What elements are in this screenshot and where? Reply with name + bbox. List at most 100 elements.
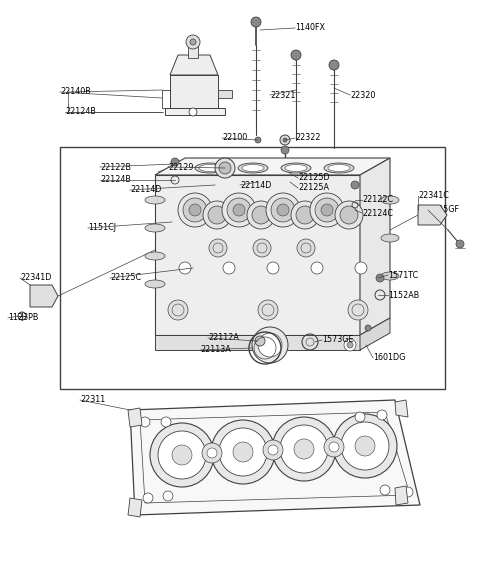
Text: 22125D: 22125D: [298, 174, 330, 183]
Circle shape: [297, 239, 315, 257]
Polygon shape: [395, 400, 408, 417]
Circle shape: [271, 198, 295, 222]
Circle shape: [376, 274, 384, 282]
Circle shape: [341, 422, 389, 470]
Text: 22114D: 22114D: [240, 180, 271, 189]
Circle shape: [340, 206, 358, 224]
Ellipse shape: [281, 163, 311, 173]
Circle shape: [335, 201, 363, 229]
Circle shape: [190, 39, 196, 45]
Circle shape: [168, 300, 188, 320]
Ellipse shape: [145, 280, 165, 288]
Circle shape: [291, 201, 319, 229]
Circle shape: [33, 291, 43, 301]
Text: 22124B: 22124B: [65, 107, 96, 116]
Polygon shape: [155, 335, 360, 350]
Circle shape: [355, 262, 367, 274]
Circle shape: [266, 193, 300, 227]
Circle shape: [140, 417, 150, 427]
Circle shape: [163, 491, 173, 501]
Text: 22122B: 22122B: [100, 162, 131, 171]
Text: 22100: 22100: [222, 134, 247, 143]
Circle shape: [183, 198, 207, 222]
Text: 22114D: 22114D: [130, 185, 161, 194]
Circle shape: [351, 181, 359, 189]
Circle shape: [281, 146, 289, 154]
Circle shape: [202, 443, 222, 463]
Circle shape: [186, 35, 200, 49]
Circle shape: [421, 210, 431, 220]
Polygon shape: [170, 55, 218, 75]
Polygon shape: [395, 486, 408, 505]
Text: 22129: 22129: [168, 162, 193, 171]
Circle shape: [267, 262, 279, 274]
Circle shape: [277, 204, 289, 216]
Text: 1123PB: 1123PB: [8, 314, 38, 323]
Text: 22124B: 22124B: [100, 175, 131, 184]
Text: 22140B: 22140B: [60, 88, 91, 97]
Circle shape: [403, 487, 413, 497]
Text: 1151CJ: 1151CJ: [88, 224, 116, 233]
Circle shape: [219, 162, 231, 174]
Circle shape: [255, 336, 265, 346]
Text: 22113A: 22113A: [200, 346, 231, 355]
Polygon shape: [218, 90, 232, 98]
Circle shape: [268, 445, 278, 455]
Circle shape: [324, 437, 344, 457]
Polygon shape: [130, 400, 420, 515]
Circle shape: [227, 198, 251, 222]
Polygon shape: [188, 42, 198, 58]
Ellipse shape: [204, 176, 226, 188]
Polygon shape: [128, 498, 142, 517]
Circle shape: [344, 339, 356, 351]
Text: 22124C: 22124C: [362, 209, 393, 217]
Circle shape: [219, 428, 267, 476]
Ellipse shape: [381, 272, 399, 280]
Circle shape: [291, 50, 301, 60]
Text: 1571TC: 1571TC: [388, 270, 418, 279]
Text: 22112A: 22112A: [208, 333, 239, 342]
Polygon shape: [170, 75, 218, 108]
Circle shape: [253, 239, 271, 257]
Text: 1573GE: 1573GE: [322, 336, 353, 345]
Circle shape: [263, 440, 283, 460]
Circle shape: [456, 240, 464, 248]
Circle shape: [377, 410, 387, 420]
Ellipse shape: [145, 252, 165, 260]
Polygon shape: [418, 205, 447, 225]
Circle shape: [161, 417, 171, 427]
Circle shape: [158, 431, 206, 479]
Text: 22322: 22322: [295, 134, 321, 143]
Circle shape: [329, 60, 339, 70]
Text: 22122C: 22122C: [362, 196, 393, 205]
Circle shape: [258, 333, 282, 357]
Polygon shape: [360, 318, 390, 350]
Ellipse shape: [381, 234, 399, 242]
Text: 22125C: 22125C: [110, 274, 141, 283]
Text: 1601DG: 1601DG: [373, 353, 406, 362]
Text: 1125GF: 1125GF: [428, 206, 459, 215]
Circle shape: [321, 204, 333, 216]
Circle shape: [333, 414, 397, 478]
Circle shape: [222, 193, 256, 227]
Text: 22311: 22311: [80, 396, 105, 405]
Circle shape: [355, 436, 375, 456]
Bar: [60, 147, 445, 389]
Circle shape: [179, 262, 191, 274]
Polygon shape: [155, 158, 390, 175]
Circle shape: [171, 158, 179, 166]
Circle shape: [272, 417, 336, 481]
Circle shape: [347, 342, 353, 348]
Circle shape: [211, 420, 275, 484]
Ellipse shape: [242, 165, 264, 171]
Circle shape: [294, 439, 314, 459]
Circle shape: [189, 108, 197, 116]
Polygon shape: [128, 408, 142, 427]
Text: 1152AB: 1152AB: [388, 291, 419, 300]
Text: 22320: 22320: [350, 90, 375, 99]
Ellipse shape: [285, 165, 307, 171]
Ellipse shape: [324, 163, 354, 173]
Circle shape: [258, 300, 278, 320]
Circle shape: [280, 425, 328, 473]
Polygon shape: [30, 285, 58, 307]
